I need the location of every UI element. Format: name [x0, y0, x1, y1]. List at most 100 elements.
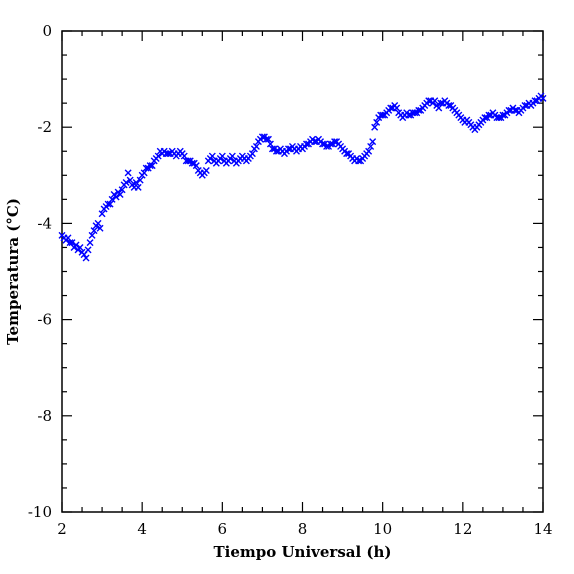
- data-point-stroke: [164, 150, 172, 158]
- data-point: [132, 179, 140, 187]
- data-point: [124, 169, 132, 177]
- data-point: [495, 114, 503, 122]
- data-point: [136, 176, 144, 184]
- data-point: [511, 106, 519, 114]
- data-point: [112, 193, 120, 201]
- data-point: [445, 102, 453, 110]
- data-point: [437, 99, 445, 107]
- data-point: [96, 224, 104, 232]
- y-tick-label: -2: [37, 118, 52, 136]
- data-point-stroke: [258, 133, 266, 141]
- data-point-stroke: [136, 176, 144, 184]
- data-point: [272, 147, 280, 155]
- data-point-stroke: [72, 241, 80, 249]
- data-point-stroke: [98, 210, 106, 218]
- data-point-stroke: [268, 145, 276, 153]
- data-point: [202, 166, 210, 174]
- data-point: [284, 145, 292, 153]
- data-point-stroke: [319, 140, 327, 148]
- data-point-stroke: [415, 106, 423, 114]
- data-point-stroke: [495, 114, 503, 122]
- data-point: [82, 254, 90, 262]
- y-tick-label: -10: [28, 503, 52, 521]
- x-tick-label: 10: [373, 520, 392, 538]
- x-axis-label: Tiempo Universal (h): [213, 543, 391, 561]
- data-point-stroke: [94, 219, 102, 227]
- data-point-stroke: [405, 111, 413, 119]
- data-point: [126, 176, 134, 184]
- data-point: [303, 140, 311, 148]
- data-point: [118, 186, 126, 194]
- data-point-stroke: [393, 104, 401, 112]
- data-point-stroke: [266, 140, 274, 148]
- data-point: [252, 142, 260, 150]
- data-point-stroke: [122, 179, 130, 187]
- data-point: [499, 111, 507, 119]
- x-tick-label: 14: [533, 520, 552, 538]
- data-point: [319, 140, 327, 148]
- data-point-stroke: [367, 142, 375, 150]
- data-point: [94, 219, 102, 227]
- data-point-stroke: [262, 135, 270, 143]
- data-point-stroke: [343, 150, 351, 158]
- data-point: [84, 246, 92, 254]
- data-point-stroke: [311, 138, 319, 146]
- data-point-stroke: [134, 183, 142, 191]
- data-point: [258, 133, 266, 141]
- data-point-stroke: [425, 97, 433, 105]
- data-point-stroke: [76, 243, 84, 251]
- data-point-stroke: [272, 147, 280, 155]
- data-point-stroke: [124, 169, 132, 177]
- y-axis-label: Temperatura (°C): [4, 198, 22, 345]
- data-point: [425, 97, 433, 105]
- data-point-stroke: [112, 193, 120, 201]
- data-point-stroke: [511, 106, 519, 114]
- data-point: [393, 104, 401, 112]
- data-point-stroke: [521, 102, 529, 110]
- data-point: [355, 157, 363, 165]
- data-point: [154, 152, 162, 160]
- data-point-stroke: [355, 157, 363, 165]
- data-point-stroke: [218, 152, 226, 160]
- data-point-stroke: [481, 114, 489, 122]
- y-tick-label: -4: [37, 214, 52, 232]
- y-tick-label: -6: [37, 311, 52, 329]
- data-point-stroke: [106, 200, 114, 208]
- data-point: [192, 162, 200, 170]
- data-point-stroke: [118, 186, 126, 194]
- x-tick-label: 2: [57, 520, 67, 538]
- data-point: [327, 140, 335, 148]
- data-point-stroke: [303, 140, 311, 148]
- data-point: [106, 200, 114, 208]
- data-point-stroke: [64, 234, 72, 242]
- data-point-stroke: [142, 164, 150, 172]
- data-point: [184, 157, 192, 165]
- data-point-stroke: [252, 142, 260, 150]
- data-point: [134, 183, 142, 191]
- data-point-stroke: [327, 140, 335, 148]
- data-point-stroke: [331, 138, 339, 146]
- data-point: [164, 150, 172, 158]
- data-point: [268, 145, 276, 153]
- data-point-stroke: [88, 231, 96, 239]
- data-point-stroke: [66, 239, 74, 247]
- data-point: [142, 164, 150, 172]
- data-point-stroke: [505, 106, 513, 114]
- data-point-stroke: [499, 111, 507, 119]
- data-point-stroke: [365, 147, 373, 155]
- data-point: [539, 94, 547, 102]
- data-point: [208, 152, 216, 160]
- data-markers: [58, 92, 547, 262]
- data-point-stroke: [379, 111, 387, 119]
- data-point-stroke: [180, 152, 188, 160]
- data-point: [122, 179, 130, 187]
- data-point-stroke: [132, 179, 140, 187]
- data-point: [365, 147, 373, 155]
- data-point: [431, 97, 439, 105]
- data-point-stroke: [82, 254, 90, 262]
- x-tick-label: 4: [137, 520, 147, 538]
- data-point-stroke: [188, 159, 196, 167]
- data-point-stroke: [192, 162, 200, 170]
- data-point-stroke: [445, 102, 453, 110]
